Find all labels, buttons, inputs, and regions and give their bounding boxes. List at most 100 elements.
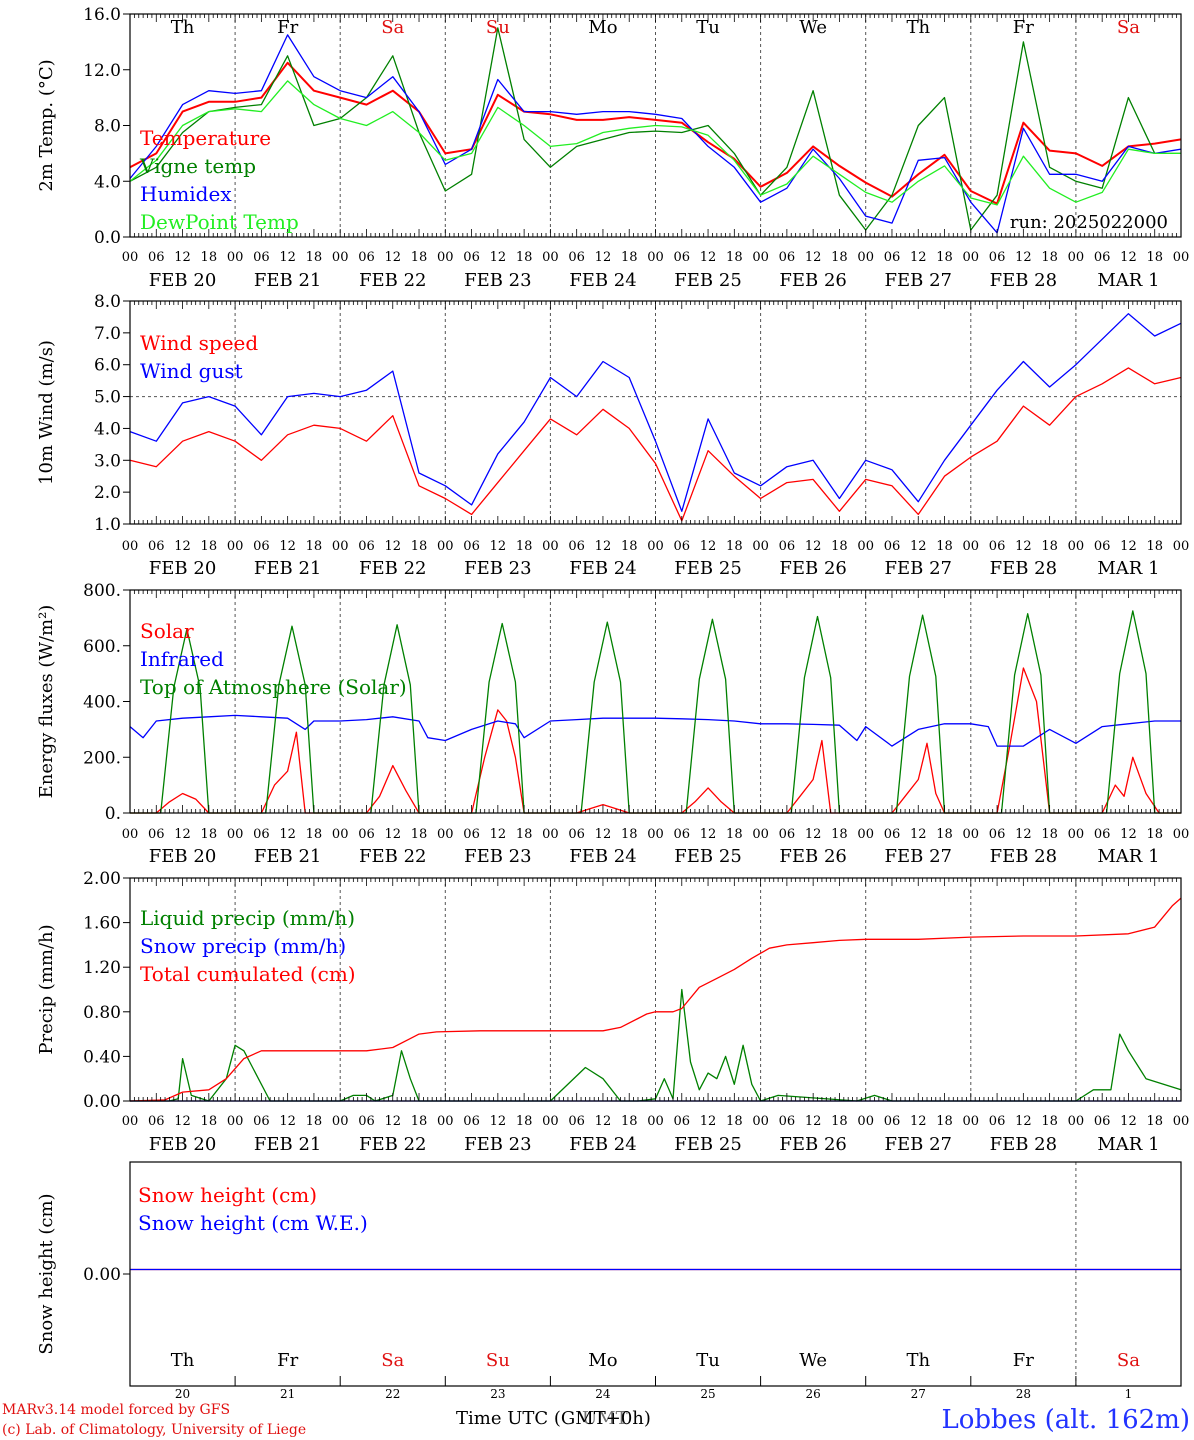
hour-tick-label: 18 xyxy=(936,1114,953,1129)
hour-tick-label: 12 xyxy=(595,539,612,554)
hour-tick-label: 00 xyxy=(1173,827,1190,842)
hour-tick-label: 18 xyxy=(936,827,953,842)
hour-tick-label: 18 xyxy=(1041,1114,1058,1129)
hour-tick-label: 00 xyxy=(1068,250,1085,265)
hour-tick-label: 12 xyxy=(1015,539,1032,554)
y-tick-label: 16.0 xyxy=(83,5,121,25)
date-label: MAR 1 xyxy=(1097,270,1159,291)
hour-tick-label: 12 xyxy=(1015,827,1032,842)
hour-tick-label: 12 xyxy=(384,250,401,265)
date-label: FEB 24 xyxy=(569,270,636,291)
hour-tick-label: 00 xyxy=(857,827,874,842)
y-tick-label: 6.0 xyxy=(94,356,121,376)
hour-tick-label: 12 xyxy=(490,539,507,554)
series-line xyxy=(129,27,1181,231)
panel-frame xyxy=(129,589,1182,814)
date-label: FEB 28 xyxy=(990,270,1057,291)
hour-tick-label: 00 xyxy=(437,1114,454,1129)
hour-tick-label: 18 xyxy=(1041,827,1058,842)
footer-lab: (c) Lab. of Climatology, University of L… xyxy=(2,1422,306,1438)
hour-tick-label: 18 xyxy=(201,1114,218,1129)
hour-tick-label: 06 xyxy=(1094,250,1111,265)
day-number-label: 26 xyxy=(806,1387,821,1401)
grid-layer xyxy=(130,14,1181,1386)
hour-tick-label: 18 xyxy=(201,827,218,842)
date-label: FEB 27 xyxy=(885,270,952,291)
weekday-label: Tu xyxy=(696,1350,720,1371)
y-tick-label: 0.0 xyxy=(94,228,121,248)
series-layer xyxy=(129,27,1182,1271)
hour-tick-label: 06 xyxy=(358,827,375,842)
hour-tick-label: 12 xyxy=(384,539,401,554)
date-label: FEB 28 xyxy=(990,558,1057,579)
hour-tick-label: 00 xyxy=(122,539,139,554)
weekday-label: Th xyxy=(171,17,195,38)
hour-tick-label: 00 xyxy=(1173,250,1190,265)
weekday-label: Su xyxy=(486,17,510,38)
hour-tick-label: 18 xyxy=(411,827,428,842)
y-tick-label: 12.0 xyxy=(83,61,121,81)
weekday-label: Th xyxy=(906,1350,930,1371)
y-tick-label: 8.0 xyxy=(94,292,121,312)
hour-tick-label: 18 xyxy=(726,827,743,842)
weekday-label: We xyxy=(799,17,827,38)
hour-tick-label: 00 xyxy=(542,1114,559,1129)
y-tick-label: 0. xyxy=(105,804,121,824)
hour-tick-label: 18 xyxy=(936,250,953,265)
run-label: run: 2025022000 xyxy=(1010,212,1168,233)
hour-tick-label: 18 xyxy=(1146,1114,1163,1129)
hour-tick-label: 06 xyxy=(989,250,1006,265)
hour-tick-label: 18 xyxy=(411,539,428,554)
hour-tick-label: 06 xyxy=(779,539,796,554)
x-axis-title-d: +0h) xyxy=(606,1408,651,1429)
hour-tick-label: 06 xyxy=(148,827,165,842)
date-label: FEB 21 xyxy=(254,1134,321,1155)
hour-tick-label: 12 xyxy=(490,1114,507,1129)
weekday-label: Sa xyxy=(381,1350,404,1371)
weekday-label: Sa xyxy=(381,17,404,38)
hour-tick-label: 06 xyxy=(989,539,1006,554)
hour-tick-label: 18 xyxy=(306,250,323,265)
hour-tick-label: 12 xyxy=(700,250,717,265)
hour-tick-label: 00 xyxy=(1173,539,1190,554)
weekday-label: Tu xyxy=(696,17,720,38)
hour-tick-label: 00 xyxy=(332,1114,349,1129)
hour-tick-label: 00 xyxy=(332,250,349,265)
hour-tick-label: 06 xyxy=(779,827,796,842)
date-label: FEB 22 xyxy=(359,270,426,291)
day-number-label: 22 xyxy=(385,1387,400,1401)
series-line xyxy=(129,897,1182,1102)
y-tick-label: 4.0 xyxy=(94,172,121,192)
day-number-label: 27 xyxy=(911,1387,926,1401)
hour-tick-label: 18 xyxy=(726,539,743,554)
y-axis-title: 10m Wind (m/s) xyxy=(36,340,57,485)
legend-entry: Top of Atmosphere (Solar) xyxy=(140,675,407,699)
hour-tick-label: 06 xyxy=(568,827,585,842)
date-label: FEB 21 xyxy=(254,270,321,291)
hour-tick-label: 06 xyxy=(253,539,270,554)
y-tick-label: 0.00 xyxy=(83,1092,121,1112)
hour-tick-label: 12 xyxy=(805,539,822,554)
y-tick-label: 0.80 xyxy=(83,1003,121,1023)
footer-model: MARv3.14 model forced by GFS xyxy=(2,1402,230,1418)
date-label: FEB 21 xyxy=(254,846,321,867)
hour-tick-label: 06 xyxy=(884,1114,901,1129)
y-tick-label: 0.00 xyxy=(83,1265,121,1285)
hour-tick-label: 12 xyxy=(384,827,401,842)
hour-tick-label: 06 xyxy=(463,250,480,265)
hour-tick-label: 12 xyxy=(1120,1114,1137,1129)
day-number-label: 21 xyxy=(280,1387,295,1401)
hour-tick-label: 06 xyxy=(463,1114,480,1129)
hour-tick-label: 12 xyxy=(279,250,296,265)
date-label: FEB 24 xyxy=(569,558,636,579)
date-label: FEB 27 xyxy=(885,846,952,867)
hour-tick-label: 06 xyxy=(779,250,796,265)
hour-tick-label: 18 xyxy=(516,1114,533,1129)
hour-tick-label: 06 xyxy=(568,1114,585,1129)
hour-tick-label: 12 xyxy=(174,539,191,554)
hour-tick-label: 06 xyxy=(253,250,270,265)
hour-tick-label: 00 xyxy=(963,1114,980,1129)
hour-tick-label: 12 xyxy=(910,250,927,265)
hour-tick-label: 18 xyxy=(306,539,323,554)
